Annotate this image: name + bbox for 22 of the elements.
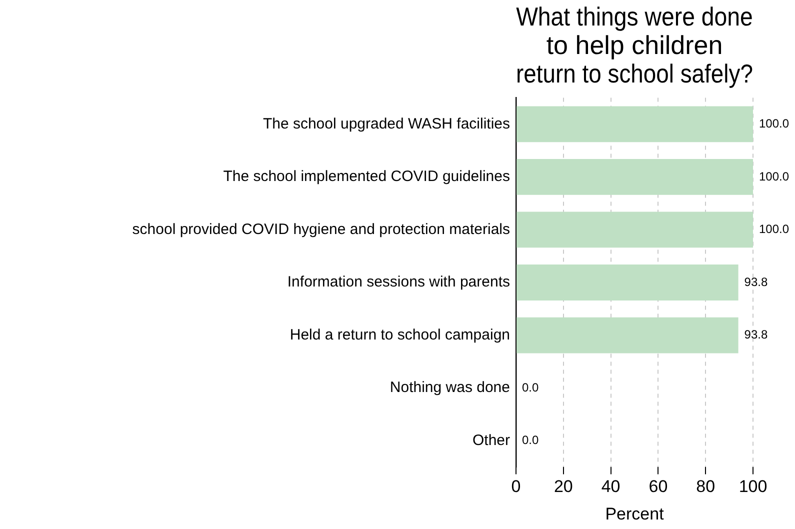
data-label: 100.0 — [759, 222, 790, 236]
y-tick-label: The school implemented COVID guidelines — [223, 168, 510, 186]
y-tick-label: Held a return to school campaign — [290, 326, 510, 344]
x-tick-label: 0 — [511, 477, 521, 496]
chart-title: What things were done to help children return to school safely? — [516, 3, 753, 90]
data-label: 93.8 — [744, 328, 768, 342]
y-tick-label: Information sessions with parents — [287, 274, 510, 291]
data-label: 100.0 — [759, 169, 790, 184]
x-axis-title: Percent — [605, 504, 664, 524]
y-tick-label: school provided COVID hygiene and protection materials — [132, 220, 510, 238]
x-tick-label: 20 — [554, 477, 573, 496]
data-label: 0.0 — [522, 433, 540, 448]
x-tick-label: 60 — [648, 477, 668, 496]
x-tick-label: 80 — [696, 477, 716, 496]
x-tick-label: 40 — [601, 477, 620, 496]
y-tick-label: The school upgraded WASH facilities — [262, 115, 510, 132]
y-tick-label: Nothing was done — [390, 379, 510, 396]
y-tick-label: Other — [472, 432, 510, 449]
x-tick-label: 100 — [738, 477, 768, 496]
data-label: 93.8 — [744, 274, 768, 289]
data-label: 100.0 — [759, 116, 790, 130]
data-label: 0.0 — [522, 380, 540, 394]
